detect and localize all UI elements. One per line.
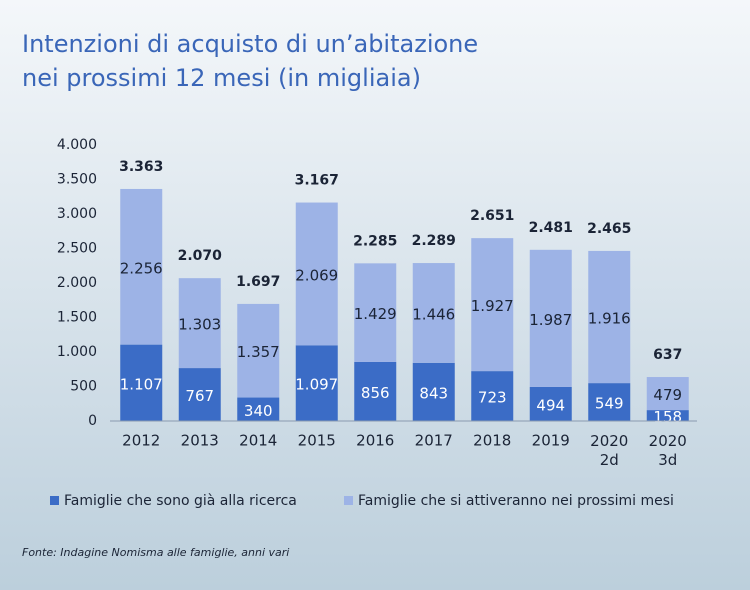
y-tick-label: 3.500 xyxy=(57,172,97,188)
value-label: 2.256 xyxy=(120,259,163,277)
value-label: 1.107 xyxy=(120,375,163,393)
value-label: 494 xyxy=(536,396,565,414)
total-label: 2.285 xyxy=(353,233,397,249)
total-label: 2.070 xyxy=(178,248,223,264)
value-label: 1.927 xyxy=(471,297,514,315)
y-tick-label: 1.000 xyxy=(57,344,97,360)
value-label: 479 xyxy=(653,386,682,404)
x-tick-label: 2012 xyxy=(122,432,160,450)
bar-segment xyxy=(178,368,221,421)
bar-segment xyxy=(120,188,163,345)
value-label: 767 xyxy=(185,387,214,405)
value-label: 1.446 xyxy=(412,305,455,323)
value-label: 549 xyxy=(595,395,624,413)
y-tick-label: 2.500 xyxy=(57,241,97,257)
bar-segment xyxy=(529,249,572,387)
total-label: 2.651 xyxy=(470,208,514,224)
bar-segment xyxy=(529,386,572,421)
bar-segment xyxy=(646,377,689,411)
legend-swatch xyxy=(50,496,59,505)
bar-segment xyxy=(178,278,221,369)
x-tick-label: 2020 2d xyxy=(590,432,628,469)
value-label: 1.303 xyxy=(178,316,221,334)
value-label: 1.357 xyxy=(237,343,280,361)
bar-segment xyxy=(295,345,338,421)
total-label: 3.363 xyxy=(119,159,163,175)
value-label: 2.069 xyxy=(295,266,338,284)
value-label: 723 xyxy=(478,389,507,407)
bar-segment xyxy=(412,362,455,421)
total-label: 2.465 xyxy=(587,221,631,237)
y-tick-label: 2.000 xyxy=(57,275,97,291)
y-tick-label: 1.500 xyxy=(57,310,97,326)
total-label: 2.481 xyxy=(529,220,573,236)
bar-segment xyxy=(588,250,631,384)
y-tick-label: 500 xyxy=(70,379,97,395)
bar-segment xyxy=(120,344,163,421)
x-tick-label: 2019 xyxy=(532,432,570,450)
value-label: 1.916 xyxy=(588,310,631,328)
total-label: 1.697 xyxy=(236,274,280,290)
bar-segment xyxy=(237,397,280,421)
x-tick-label: 2013 xyxy=(181,432,219,450)
bar-segment xyxy=(471,238,514,372)
value-label: 1.097 xyxy=(295,376,338,394)
x-tick-label: 2017 xyxy=(415,432,453,450)
y-tick-label: 3.000 xyxy=(57,206,97,222)
total-label: 2.289 xyxy=(412,233,456,249)
bar-segment xyxy=(588,383,631,421)
bar-segment xyxy=(354,361,397,421)
y-tick-label: 0 xyxy=(88,413,97,429)
value-label: 843 xyxy=(419,384,448,402)
total-label: 3.167 xyxy=(295,172,339,188)
value-label: 340 xyxy=(244,402,273,420)
bar-segment xyxy=(354,263,397,362)
x-tick-label: 2020 3d xyxy=(649,432,687,469)
value-label: 158 xyxy=(653,408,682,426)
bar-segment xyxy=(471,371,514,421)
bar-segment xyxy=(295,202,338,346)
bar-segment xyxy=(412,263,455,363)
value-label: 856 xyxy=(361,384,390,402)
total-label: 637 xyxy=(653,347,682,363)
y-tick-label: 4.000 xyxy=(57,137,97,153)
legend-swatch xyxy=(344,496,353,505)
x-tick-label: 2018 xyxy=(473,432,511,450)
legend-label: Famiglie che si attiveranno nei prossimi… xyxy=(358,493,674,509)
chart-title: nei prossimi 12 mesi (in migliaia) xyxy=(22,64,421,92)
value-label: 1.987 xyxy=(529,311,572,329)
x-tick-label: 2014 xyxy=(239,432,277,450)
x-tick-label: 2015 xyxy=(298,432,336,450)
value-label: 1.429 xyxy=(354,305,397,323)
source: Fonte: Indagine Nomisma alle famiglie, a… xyxy=(22,546,289,559)
x-tick-label: 2016 xyxy=(356,432,394,450)
legend-label: Famiglie che sono già alla ricerca xyxy=(64,493,297,509)
chart-title: Intenzioni di acquisto di un’abitazione xyxy=(22,30,478,58)
bar-segment xyxy=(646,410,689,421)
bar-segment xyxy=(237,303,280,398)
